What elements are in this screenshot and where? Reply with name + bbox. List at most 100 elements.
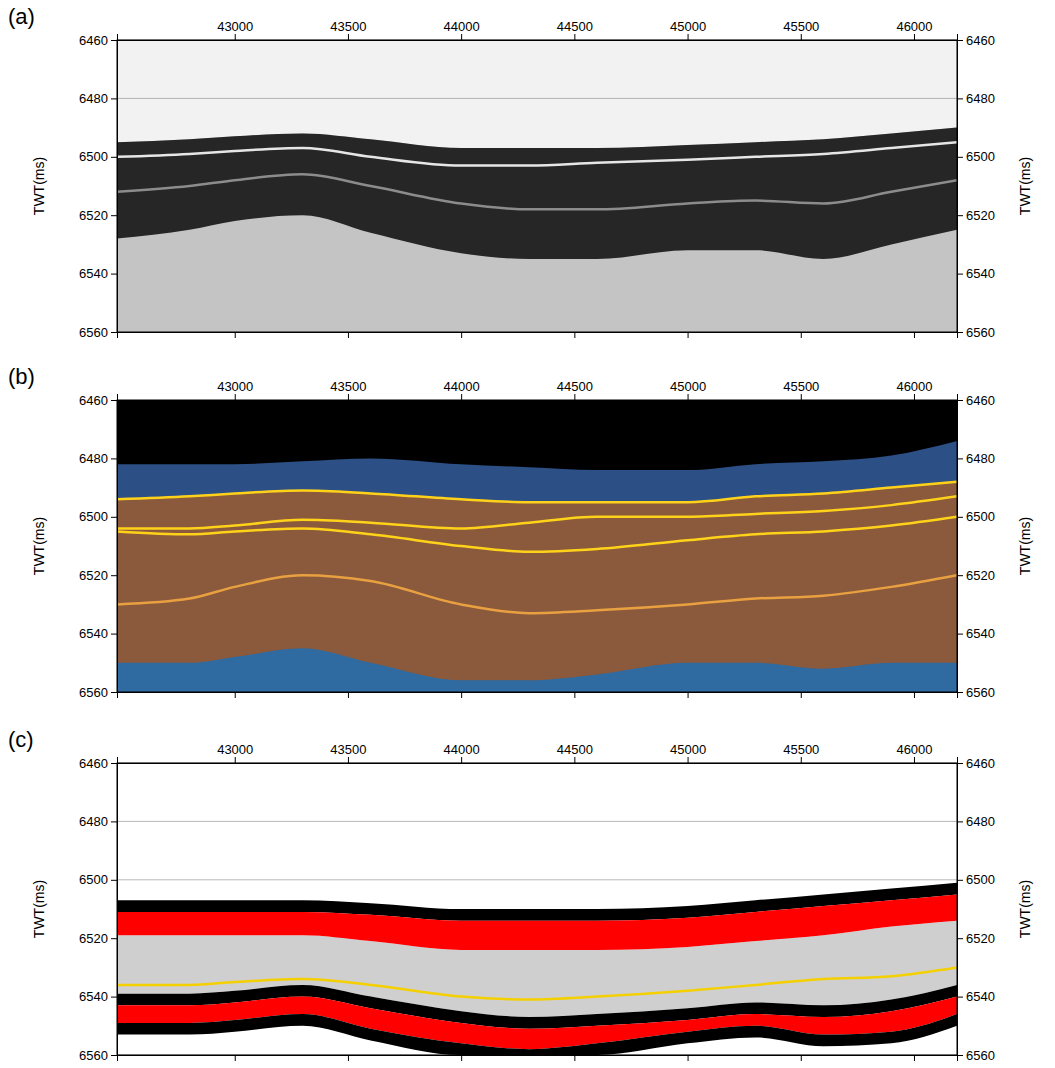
tick-label: 6480 xyxy=(79,814,108,829)
tick: 45500 xyxy=(783,19,819,40)
tick-label: 43000 xyxy=(217,379,253,394)
plot-frame xyxy=(117,400,957,692)
tick xyxy=(914,332,915,338)
tick-mark xyxy=(235,757,236,763)
tick: 6520 xyxy=(79,931,117,946)
tick-label: 6480 xyxy=(79,91,108,106)
y-axis-title: TWT(ms) xyxy=(31,880,47,938)
tick-mark xyxy=(574,394,575,400)
tick xyxy=(688,1055,689,1061)
tick-label: 6460 xyxy=(79,756,108,771)
tick-mark xyxy=(111,274,117,275)
tick-mark xyxy=(111,880,117,881)
reflector-line xyxy=(117,142,957,165)
marks xyxy=(117,883,957,1055)
tick: 6480 xyxy=(957,814,995,829)
tick: 6540 xyxy=(79,989,117,1004)
tick-mark xyxy=(957,517,963,518)
tick-label: 46000 xyxy=(896,379,932,394)
tick: 6480 xyxy=(957,91,995,106)
tick: 6460 xyxy=(79,393,117,408)
tick-label: 6540 xyxy=(79,266,108,281)
tick-mark xyxy=(461,34,462,40)
y-axis-right: 646064806500652065406560 xyxy=(957,393,995,700)
axis-line xyxy=(118,34,958,41)
tick-mark xyxy=(235,1055,236,1061)
tick: 6460 xyxy=(79,756,117,771)
tick-mark xyxy=(111,575,117,576)
tick-mark xyxy=(688,1055,689,1061)
tick-mark xyxy=(914,692,915,698)
tick-mark xyxy=(348,692,349,698)
tick-mark xyxy=(957,880,963,881)
panel-label: (a) xyxy=(8,4,35,29)
tick-label: 6460 xyxy=(966,33,995,48)
tick: 6520 xyxy=(957,931,995,946)
tick: 6460 xyxy=(957,756,995,771)
tick-mark xyxy=(688,394,689,400)
grid-line xyxy=(117,879,957,880)
tick: 6480 xyxy=(957,451,995,466)
horizon-band xyxy=(117,648,957,692)
horizon-band xyxy=(117,894,957,949)
tick-mark xyxy=(957,634,963,635)
tick: 43000 xyxy=(217,379,253,400)
tick-mark xyxy=(111,400,117,401)
tick: 44500 xyxy=(557,742,593,763)
tick-mark xyxy=(957,1055,963,1056)
tick-mark xyxy=(957,458,963,459)
axis-line xyxy=(111,764,118,1056)
tick-label: 45500 xyxy=(783,742,819,757)
marks xyxy=(117,128,957,332)
panel: 43000 43500 44000 44500 45000 45500 46000 6460 6… xyxy=(79,742,995,1063)
plot-background xyxy=(117,40,957,332)
tick-mark xyxy=(111,821,117,822)
tick-label: 6480 xyxy=(966,91,995,106)
tick-label: 45000 xyxy=(670,19,706,34)
tick-mark xyxy=(914,1055,915,1061)
tick: 6500 xyxy=(79,149,117,164)
tick-mark xyxy=(111,938,117,939)
tick xyxy=(688,332,689,338)
tick: 43500 xyxy=(330,742,366,763)
tick-label: 6460 xyxy=(79,393,108,408)
tick: 6500 xyxy=(79,872,117,887)
tick xyxy=(461,1055,462,1061)
tick: 6480 xyxy=(79,814,117,829)
x-axis-top: 43000 43500 44000 44500 45000 45500 46000 xyxy=(118,742,958,764)
tick-label: 6500 xyxy=(79,509,108,524)
reflector-line xyxy=(117,517,957,552)
tick xyxy=(235,692,236,698)
tick-mark xyxy=(111,215,117,216)
tick-mark xyxy=(111,692,117,693)
tick-mark xyxy=(574,757,575,763)
tick-label: 45500 xyxy=(783,379,819,394)
tick-mark xyxy=(348,1055,349,1061)
axis-line xyxy=(118,693,958,699)
tick-label: 43500 xyxy=(330,19,366,34)
tick-label: 45000 xyxy=(670,742,706,757)
tick-mark xyxy=(957,575,963,576)
tick-mark xyxy=(235,34,236,40)
tick xyxy=(801,332,802,338)
horizon-band xyxy=(117,482,957,692)
x-axis-top: 43000435004400044500450004550046000 xyxy=(118,19,958,41)
y-axis-title: TWT(ms) xyxy=(1017,517,1033,575)
tick: 43500 xyxy=(330,19,366,40)
tick-mark xyxy=(801,757,802,763)
tick-mark xyxy=(461,394,462,400)
y-axis-title: TWT(ms) xyxy=(1017,157,1033,215)
tick: 6460 xyxy=(957,33,995,48)
tick-label: 6500 xyxy=(966,149,995,164)
tick: 43000 xyxy=(217,742,253,763)
tick-label: 6480 xyxy=(79,451,108,466)
tick-label: 46000 xyxy=(896,742,932,757)
tick-mark xyxy=(111,634,117,635)
tick-label: 6540 xyxy=(966,626,995,641)
tick-mark xyxy=(235,394,236,400)
tick-label: 44000 xyxy=(444,742,480,757)
tick: 6520 xyxy=(957,208,995,223)
panel: 4300043500440004450045000455004600064606… xyxy=(79,19,995,340)
tick-mark xyxy=(348,394,349,400)
tick-mark xyxy=(957,821,963,822)
